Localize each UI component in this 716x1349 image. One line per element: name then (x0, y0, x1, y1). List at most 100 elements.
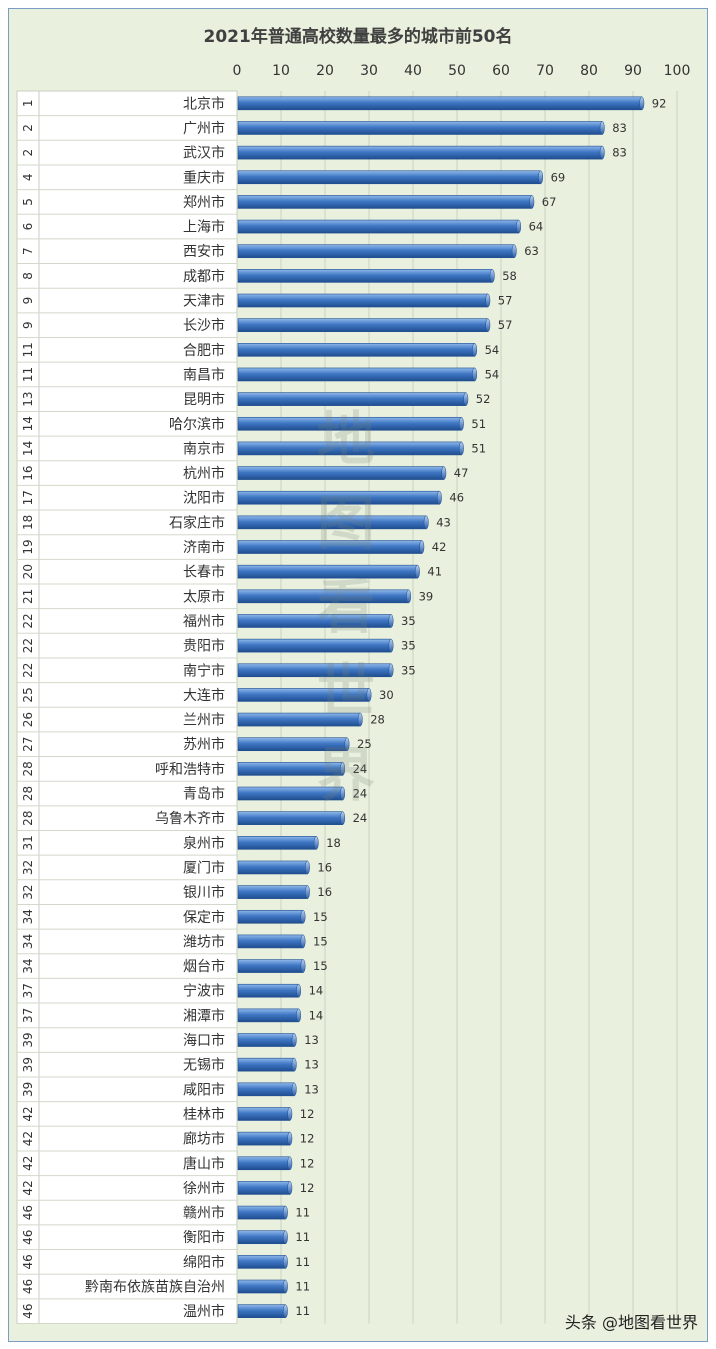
rank-label: 39 (21, 1082, 35, 1097)
data-label: 11 (295, 1206, 310, 1220)
bar-group: 24 (237, 762, 367, 776)
city-label: 保定市 (183, 909, 225, 926)
rank-label: 6 (21, 223, 35, 231)
bar-end-cap (458, 417, 464, 431)
bar-group: 54 (237, 343, 500, 357)
bar (237, 219, 519, 234)
city-label: 哈尔滨市 (169, 416, 225, 433)
bar-group: 58 (237, 269, 517, 283)
data-label: 35 (401, 663, 416, 677)
bar (237, 1033, 295, 1047)
rank-label: 22 (21, 663, 35, 678)
bar-group: 13 (237, 1057, 319, 1072)
bar-end-cap (282, 1304, 288, 1318)
data-label: 16 (317, 885, 332, 899)
city-label: 潍坊市 (183, 933, 225, 950)
x-tick-label: 50 (448, 63, 466, 79)
bar-group: 25 (237, 737, 372, 751)
data-label: 41 (427, 565, 442, 579)
data-label: 52 (476, 392, 491, 406)
bar (237, 293, 489, 308)
bar (237, 343, 475, 357)
rank-label: 5 (21, 198, 35, 206)
rank-label: 46 (21, 1230, 35, 1245)
bar (237, 416, 462, 431)
city-label: 南京市 (183, 440, 225, 457)
bar-end-cap (296, 983, 302, 998)
bar (237, 786, 343, 801)
rank-label: 39 (21, 1057, 35, 1072)
bar-end-cap (304, 885, 310, 899)
x-tick-label: 40 (404, 63, 422, 79)
bar-end-cap (304, 860, 310, 875)
bar-end-cap (287, 1181, 293, 1195)
city-label: 衡阳市 (183, 1229, 225, 1246)
bar-group: 57 (237, 318, 513, 332)
city-label: 湘潭市 (183, 1007, 225, 1024)
bar-end-cap (463, 392, 469, 406)
bar (237, 170, 541, 185)
bar (237, 1057, 295, 1072)
rank-label: 42 (21, 1131, 35, 1146)
data-label: 25 (357, 737, 372, 751)
bar-group: 13 (237, 1082, 319, 1096)
rank-label: 14 (21, 441, 35, 456)
city-label: 绵阳市 (183, 1254, 225, 1271)
rank-label: 19 (21, 539, 35, 554)
bar-end-cap (287, 1131, 293, 1146)
bar (237, 96, 643, 111)
rank-label: 4 (21, 173, 35, 181)
bar-group: 13 (237, 1033, 319, 1047)
city-label: 贵阳市 (183, 638, 225, 655)
city-label: 青岛市 (183, 786, 225, 803)
city-label: 南宁市 (183, 662, 225, 679)
bar (237, 1304, 286, 1318)
bar-end-cap (313, 836, 319, 850)
bar-group: 35 (237, 663, 416, 677)
bar-group: 24 (237, 811, 367, 825)
rank-label: 28 (21, 786, 35, 801)
data-label: 35 (401, 639, 416, 653)
rank-label: 32 (21, 860, 35, 875)
bar-group: 12 (237, 1107, 314, 1121)
data-label: 57 (498, 318, 513, 332)
bar (237, 121, 603, 135)
data-label: 64 (529, 220, 544, 234)
data-label: 54 (485, 343, 500, 357)
city-label: 合肥市 (183, 342, 225, 359)
data-label: 43 (436, 515, 451, 529)
data-label: 47 (454, 466, 469, 480)
rank-label: 25 (21, 687, 35, 702)
bar-group: 51 (237, 416, 486, 431)
bar-group: 83 (237, 146, 627, 160)
city-label: 银川市 (183, 884, 225, 901)
bar-end-cap (516, 219, 522, 234)
rank-label: 26 (21, 712, 35, 727)
city-label: 石家庄市 (169, 514, 225, 531)
bar-group: 12 (237, 1131, 314, 1146)
chart-frame: 2021年普通高校数量最多的城市前50名 0 10 20 30 40 50 60 70 80 90… (8, 8, 708, 1342)
bar-group: 43 (237, 515, 451, 529)
data-label: 15 (313, 910, 328, 924)
bar-end-cap (340, 811, 346, 825)
rank-label: 34 (21, 934, 35, 949)
rank-label: 2 (21, 149, 35, 157)
bar (237, 564, 418, 579)
rank-label: 46 (21, 1254, 35, 1269)
rank-label: 20 (21, 564, 35, 579)
city-label: 长春市 (183, 564, 225, 581)
data-label: 12 (300, 1181, 315, 1195)
bar-group: 11 (237, 1255, 310, 1269)
bar (237, 712, 361, 727)
bar-group: 54 (237, 367, 499, 381)
source-credit-text: 头条 @地图看世界 (564, 1313, 698, 1332)
bar (237, 441, 462, 456)
bar-group: 35 (237, 639, 416, 653)
city-label: 海口市 (183, 1032, 225, 1049)
rank-label: 22 (21, 613, 35, 628)
bar-end-cap (282, 1255, 288, 1269)
bar-group: 28 (237, 712, 385, 727)
city-label: 福州市 (183, 613, 225, 630)
bar-end-cap (282, 1279, 288, 1294)
rank-label: 22 (21, 638, 35, 653)
